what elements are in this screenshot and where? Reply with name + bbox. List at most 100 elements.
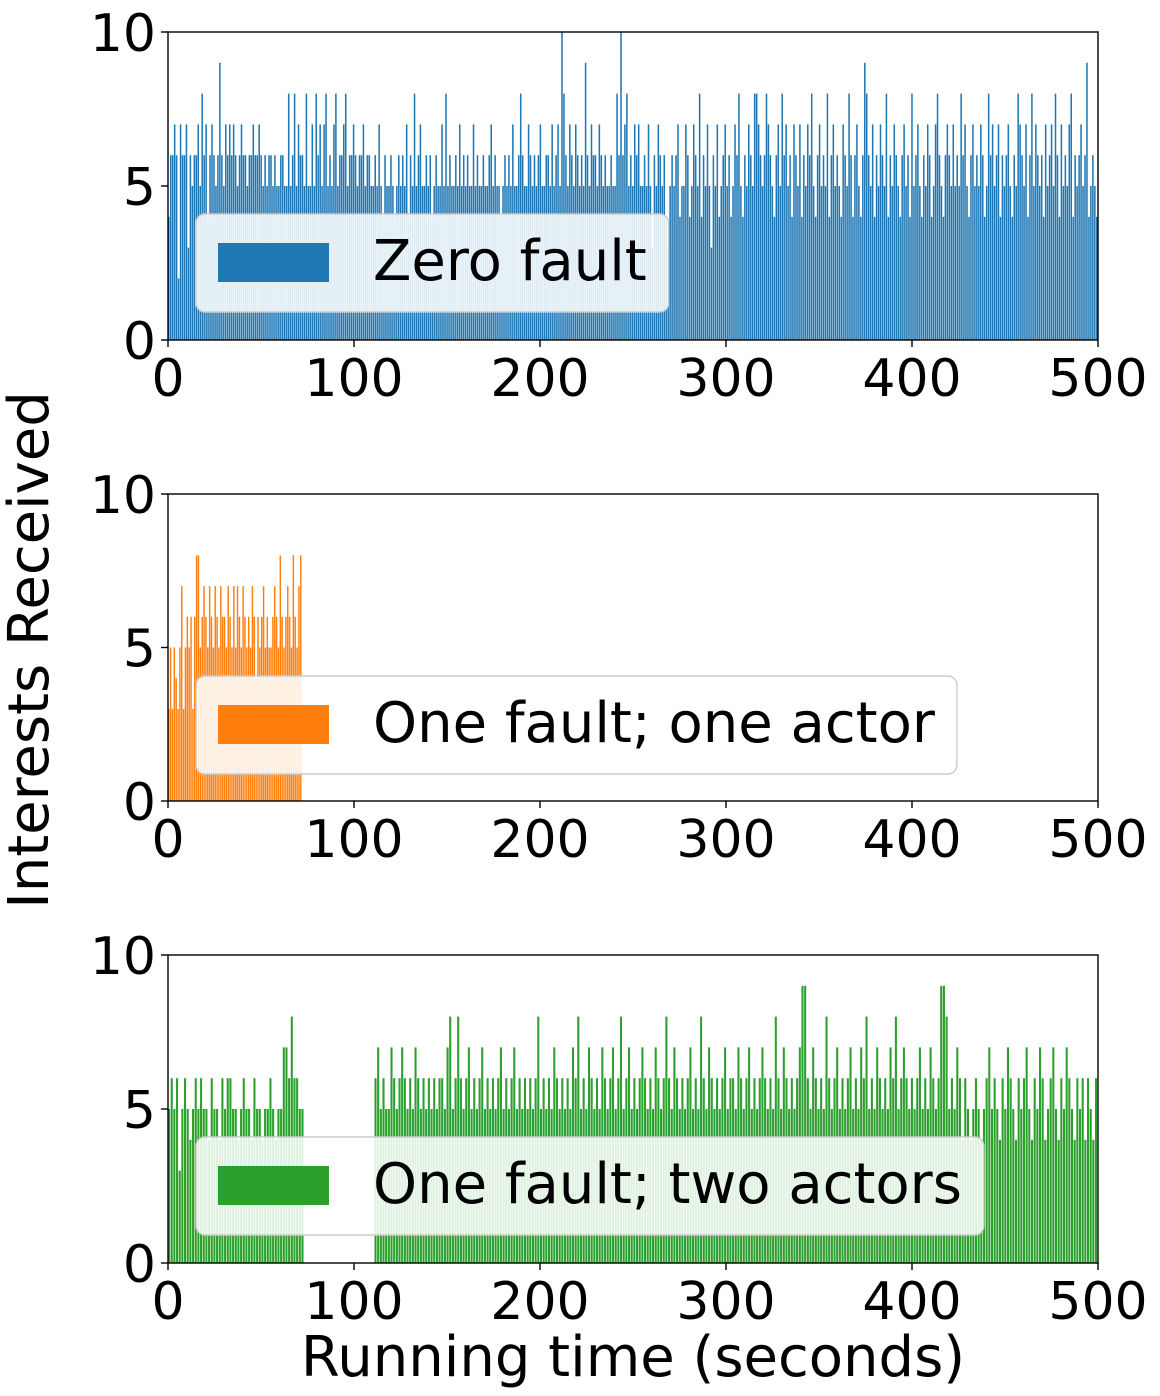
bar [993,1078,996,1263]
bar [728,155,730,340]
bar [891,186,894,340]
bar [877,186,880,340]
bar [879,124,882,341]
bar [944,155,947,340]
bar [881,155,884,340]
bar [175,155,178,340]
bar [846,186,848,340]
bar [940,186,943,340]
bar [189,155,192,340]
bar [858,186,860,340]
bar [801,985,804,1263]
bar [1090,186,1092,340]
bar [1019,124,1021,341]
bar [1021,155,1023,340]
bar [1017,1078,1020,1263]
bar [685,124,687,341]
bar [730,216,732,340]
bar [189,1139,192,1263]
bar [799,124,801,341]
bar [864,62,866,341]
bar [885,93,888,340]
bar [1052,186,1055,340]
bar [964,124,966,341]
bar [679,216,681,340]
bar [620,32,622,340]
bar [1046,186,1049,340]
bar [173,124,176,341]
bar [716,124,719,341]
bar [915,155,917,340]
legend: One fault; two actors [195,1136,985,1236]
bar [561,32,563,340]
bar [850,155,852,340]
bar [704,186,707,340]
bar [1094,186,1096,340]
bar [1031,93,1033,340]
bar [1086,62,1088,341]
bar [696,186,699,340]
bar [808,155,811,340]
y-tick-label: 10 [90,466,156,526]
bar [844,155,846,340]
bar [698,93,701,340]
bar [1089,1109,1092,1263]
bar [793,124,795,341]
bar [921,216,923,340]
bar [168,1109,171,1263]
bar [179,647,181,801]
bar [1054,93,1057,340]
bar [1029,155,1031,340]
bar [1070,1109,1074,1263]
bar [1080,124,1082,341]
bar [191,186,194,340]
bar [852,216,854,340]
bar [1027,216,1029,340]
bar [1070,93,1072,340]
x-tick-label: 200 [490,349,589,409]
bar [742,216,744,340]
bar [1001,155,1004,340]
x-tick-label: 300 [676,1272,775,1332]
bar [718,216,721,340]
bar [976,155,978,340]
x-axis-label: Running time (seconds) [301,1325,965,1390]
bar [692,124,695,341]
bar [683,186,685,340]
bar [681,186,683,340]
bar [736,155,738,340]
bar [832,124,835,341]
bar [828,216,831,340]
bar [883,186,886,340]
bar [584,62,587,341]
bar [824,186,827,340]
bar [983,216,986,340]
bar [897,186,899,340]
bar [1054,1109,1058,1263]
bar [991,124,994,341]
bar [179,124,182,341]
x-tick-label: 100 [304,810,403,870]
bar [1033,1078,1036,1263]
legend-label: One fault; one actor [373,691,936,756]
bar [781,93,783,340]
bar [775,155,778,340]
bar [182,708,185,801]
bar [997,124,1000,341]
bar [999,216,1002,340]
bar [188,647,190,801]
bar [871,124,874,341]
x-tick-label: 0 [151,810,184,870]
bar [930,216,933,340]
bar [777,124,780,341]
bar [178,1170,181,1263]
bar [820,186,823,340]
bar [822,155,825,340]
bar [789,155,791,340]
bar [1084,155,1086,340]
bar [767,124,770,341]
bar [783,155,785,340]
bar [911,93,913,340]
bar [785,124,787,341]
bar [787,186,789,340]
